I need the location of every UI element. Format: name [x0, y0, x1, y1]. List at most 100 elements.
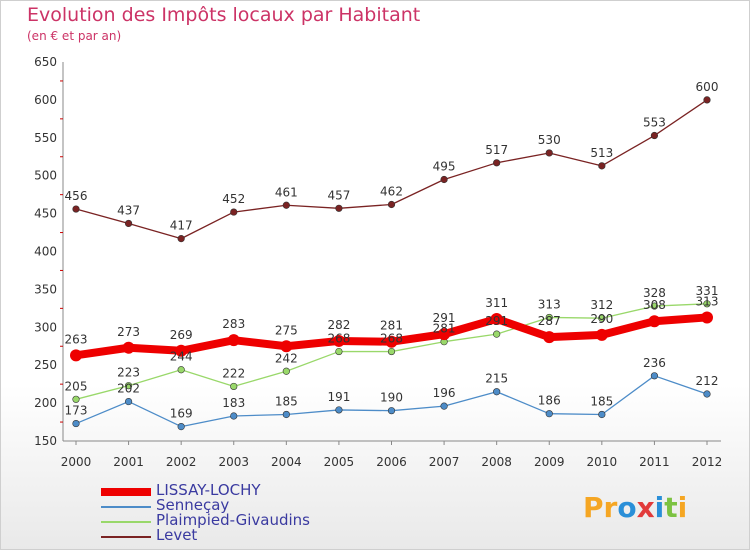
y-tick-label: 550	[34, 131, 57, 145]
data-point	[282, 367, 290, 375]
data-point	[648, 315, 661, 328]
data-point	[124, 397, 133, 406]
data-label: 457	[327, 188, 350, 202]
x-tick-label: 2006	[376, 455, 407, 469]
data-label: 600	[696, 80, 719, 94]
data-point	[72, 419, 80, 428]
x-tick-label: 2005	[324, 455, 355, 469]
legend-swatch	[101, 521, 151, 523]
data-point	[703, 390, 711, 398]
proxiti-logo: Proxiti	[583, 491, 687, 524]
data-point	[387, 407, 396, 415]
data-point	[230, 412, 238, 420]
data-label: 291	[433, 311, 456, 325]
data-point	[438, 328, 451, 341]
y-tick-label: 200	[34, 396, 57, 410]
legend-label: Senneçay	[156, 496, 230, 514]
data-point	[175, 344, 188, 357]
x-tick-label: 2001	[113, 455, 144, 469]
x-tick-label: 2004	[271, 455, 302, 469]
data-label: 190	[380, 391, 403, 405]
data-label: 173	[65, 404, 88, 418]
data-point	[650, 302, 659, 310]
data-label: 202	[117, 382, 140, 396]
data-point	[545, 410, 553, 418]
data-label: 517	[485, 143, 508, 157]
data-point	[124, 382, 133, 390]
data-point	[598, 162, 606, 170]
logo-letter: r	[603, 491, 618, 524]
y-tick-label: 300	[34, 320, 57, 334]
data-label: 283	[222, 317, 245, 331]
x-tick-label: 2011	[639, 455, 670, 469]
legend-label: Levet	[156, 526, 198, 544]
y-tick-label: 150	[34, 434, 57, 448]
legend-swatch	[101, 536, 151, 538]
data-point	[387, 347, 396, 356]
data-point	[545, 149, 553, 157]
data-label: 437	[117, 203, 140, 217]
data-label: 328	[643, 286, 666, 300]
data-point	[543, 331, 556, 344]
data-label: 223	[117, 366, 140, 380]
data-label: 281	[433, 322, 456, 336]
data-point	[650, 131, 659, 140]
x-tick-label: 2000	[61, 455, 92, 469]
data-point	[282, 410, 290, 419]
x-tick-label: 2007	[429, 455, 460, 469]
data-point	[335, 406, 343, 414]
x-tick-label: 2003	[218, 455, 249, 469]
legend-label: Plaimpied-Givaudins	[156, 511, 310, 529]
logo-letter: i	[654, 491, 665, 524]
chart-title: Evolution des Impôts locaux par Habitant	[27, 4, 421, 26]
data-label: 268	[327, 332, 350, 346]
y-tick-label: 600	[34, 93, 57, 107]
y-tick-label: 250	[34, 358, 57, 372]
data-point	[703, 300, 711, 308]
data-label: 275	[275, 323, 298, 337]
data-label: 186	[538, 394, 561, 408]
data-label: 462	[380, 185, 403, 199]
data-label: 311	[485, 296, 508, 310]
data-label: 461	[275, 185, 298, 199]
data-label: 169	[170, 407, 193, 421]
data-label: 242	[275, 351, 298, 365]
data-point	[490, 312, 503, 325]
data-label: 290	[590, 312, 613, 326]
data-point	[493, 330, 501, 338]
data-point	[230, 382, 238, 391]
data-point	[598, 410, 606, 419]
data-label: 452	[222, 192, 245, 206]
data-label: 222	[222, 366, 245, 380]
data-point	[72, 395, 80, 403]
data-label: 417	[170, 219, 193, 233]
data-label: 273	[117, 325, 140, 339]
data-point	[385, 335, 398, 348]
data-point	[335, 347, 343, 356]
data-point	[230, 208, 238, 216]
y-tick-label: 350	[34, 282, 57, 296]
data-point	[493, 388, 501, 396]
data-point	[335, 204, 343, 212]
data-label: 183	[222, 396, 245, 410]
data-label: 513	[590, 146, 613, 160]
data-point	[440, 402, 448, 410]
data-point	[177, 422, 185, 431]
data-point	[703, 96, 711, 104]
data-label: 263	[65, 332, 88, 346]
data-label: 244	[170, 350, 193, 364]
data-point	[227, 334, 240, 347]
data-point	[598, 314, 606, 322]
data-label: 185	[590, 394, 613, 408]
data-label: 287	[538, 314, 561, 328]
data-label: 291	[485, 314, 508, 328]
data-label: 269	[170, 328, 193, 342]
data-point	[122, 341, 135, 354]
data-point	[545, 313, 553, 322]
data-point	[595, 328, 608, 341]
data-point	[440, 175, 448, 184]
y-tick-label: 400	[34, 245, 57, 259]
data-label: 185	[275, 394, 298, 408]
x-tick-label: 2012	[692, 455, 723, 469]
